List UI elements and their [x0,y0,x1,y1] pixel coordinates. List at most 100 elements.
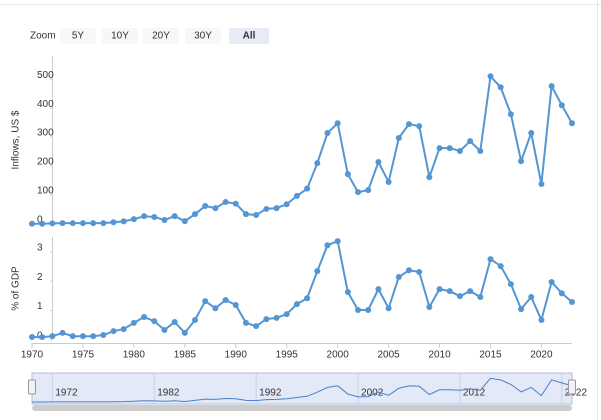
data-point [222,296,229,303]
data-point [212,305,219,312]
data-point [100,220,107,227]
data-point [161,216,168,223]
series-line [32,239,573,339]
data-point [69,333,76,340]
y-tick-label: 400 [37,99,54,110]
data-point [518,306,525,313]
y-axis-title: % of GDP [11,266,22,311]
data-point [253,212,260,219]
data-point [100,331,107,338]
data-point [467,138,474,145]
scrollbar[interactable] [32,405,572,411]
data-point [120,326,127,333]
data-point [518,158,525,165]
data-point [161,326,168,333]
data-point [497,84,504,91]
zoom-button-label: 20Y [152,31,170,42]
zoom-label: Zoom [30,31,56,42]
navigator-handle[interactable] [28,379,36,395]
data-point [467,288,474,295]
data-point [120,218,127,225]
data-point [324,130,331,137]
zoom-button[interactable]: 10Y [102,28,138,44]
data-point [273,314,280,321]
data-point [151,214,158,221]
data-point [477,294,484,301]
zoom-button-bg [229,28,269,44]
data-point [202,203,209,210]
data-point [273,205,280,212]
data-point [90,333,97,340]
data-point [253,323,260,330]
data-point [446,288,453,295]
data-point [569,299,575,306]
data-point [365,306,372,313]
data-point [548,83,555,90]
navigator-tick-label: 1982 [157,388,180,399]
data-point [385,179,392,185]
zoom-button-bg [102,28,138,44]
data-point [39,334,46,341]
x-tick-label: 2010 [428,350,451,361]
data-point [110,219,117,226]
x-tick-label: 1990 [225,350,248,361]
data-point [181,218,188,225]
data-point [365,187,372,194]
y-tick-label: 100 [37,186,54,197]
y-tick-label: 3 [37,242,43,253]
data-point [90,220,97,227]
x-tick-label: 1975 [72,350,95,361]
data-point [355,189,362,196]
zoom-button[interactable]: 20Y [143,28,179,44]
zoom-button[interactable]: 5Y [60,28,96,44]
data-point [232,200,239,207]
x-tick-label: 1995 [276,350,299,361]
zoom-button[interactable]: 30Y [185,28,221,44]
y-tick-label: 200 [37,157,54,168]
navigator-tick-label: 1972 [55,388,78,399]
data-point [344,289,351,296]
x-tick-label: 1970 [21,350,44,361]
data-point [151,318,158,325]
zoom-button-label: All [243,31,256,42]
navigator-tick-label: 2002 [361,388,384,399]
data-point [507,281,514,288]
data-point [487,256,494,263]
zoom-button[interactable]: All [229,28,269,44]
data-point [487,73,494,80]
data-point [456,148,463,155]
data-point [538,181,545,188]
zoom-button-bg [143,28,179,44]
data-point [569,120,575,127]
navigator-handle[interactable] [568,379,576,395]
zoom-button-bg [185,28,221,44]
data-point [405,121,412,128]
zoom-button-label: 10Y [111,31,129,42]
data-point [69,220,76,227]
data-point [202,298,209,305]
data-point [192,211,199,218]
data-point [283,311,290,318]
data-point [29,220,35,227]
data-point [39,220,46,227]
data-point [263,316,270,323]
data-point [141,213,148,220]
y-axis-title: Inflows, US $ [11,110,22,169]
x-tick-label: 1980 [123,350,146,361]
data-point [456,293,463,300]
data-point [497,263,504,270]
data-point [395,134,402,141]
x-tick-label: 2015 [479,350,502,361]
y-tick-label: 0 [37,215,43,226]
y-tick-label: 300 [37,128,54,139]
navigator-mask [31,372,573,405]
data-point [355,306,362,313]
data-point [375,159,382,166]
data-point [558,290,565,297]
data-point [385,305,392,312]
data-point [548,279,555,286]
data-point [110,328,117,335]
data-point [395,274,402,281]
y-tick-label: 1 [37,301,43,312]
